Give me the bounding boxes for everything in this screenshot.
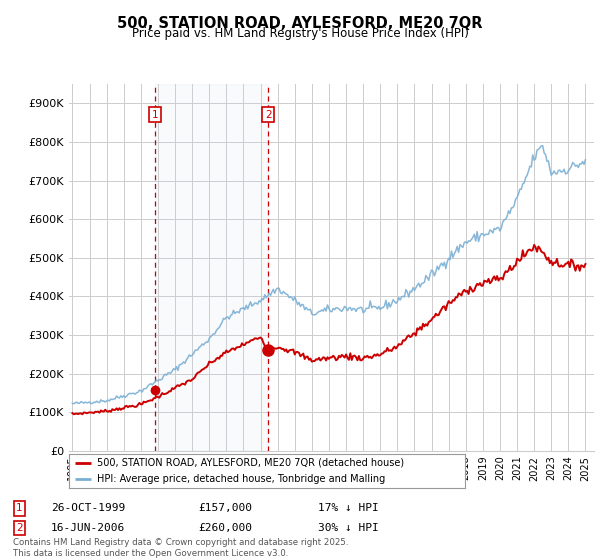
- Text: 30% ↓ HPI: 30% ↓ HPI: [318, 523, 379, 533]
- Text: 1: 1: [16, 503, 23, 514]
- Text: 2: 2: [16, 523, 23, 533]
- Text: 500, STATION ROAD, AYLESFORD, ME20 7QR: 500, STATION ROAD, AYLESFORD, ME20 7QR: [117, 16, 483, 31]
- Text: £260,000: £260,000: [198, 523, 252, 533]
- Text: Price paid vs. HM Land Registry's House Price Index (HPI): Price paid vs. HM Land Registry's House …: [131, 27, 469, 40]
- Text: £157,000: £157,000: [198, 503, 252, 514]
- Text: 1: 1: [152, 110, 158, 120]
- Text: Contains HM Land Registry data © Crown copyright and database right 2025.
This d: Contains HM Land Registry data © Crown c…: [13, 538, 349, 558]
- Bar: [155, 84, 268, 451]
- Text: 26-OCT-1999: 26-OCT-1999: [51, 503, 125, 514]
- Text: 16-JUN-2006: 16-JUN-2006: [51, 523, 125, 533]
- Text: HPI: Average price, detached house, Tonbridge and Malling: HPI: Average price, detached house, Tonb…: [97, 474, 385, 484]
- Text: 17% ↓ HPI: 17% ↓ HPI: [318, 503, 379, 514]
- Text: 500, STATION ROAD, AYLESFORD, ME20 7QR (detached house): 500, STATION ROAD, AYLESFORD, ME20 7QR (…: [97, 458, 404, 468]
- Text: 2: 2: [265, 110, 272, 120]
